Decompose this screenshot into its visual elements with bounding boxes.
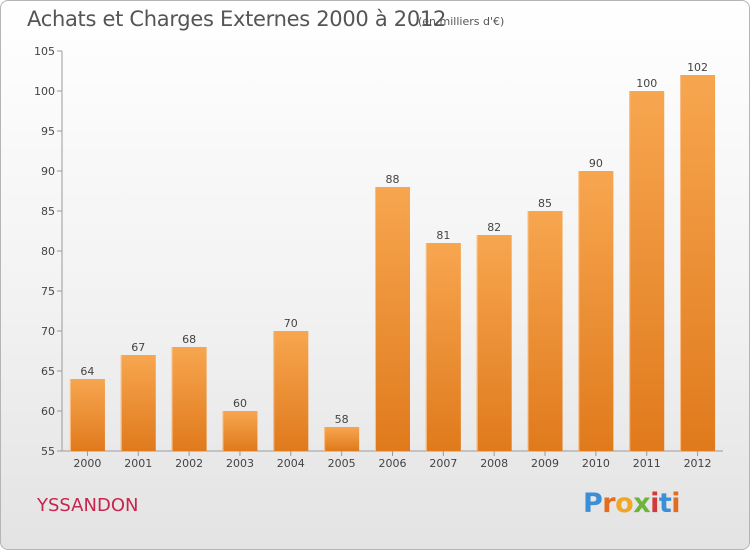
logo-letter: x (633, 488, 651, 519)
x-tick-label: 2003 (226, 457, 254, 470)
bar (680, 75, 716, 451)
y-tick-label: 65 (41, 365, 55, 378)
bar (425, 243, 461, 451)
y-tick-label: 90 (41, 165, 55, 178)
bar-value-label: 58 (335, 413, 349, 426)
x-tick-label: 2007 (429, 457, 457, 470)
bar (527, 211, 563, 451)
bar (324, 427, 360, 451)
bar-value-label: 102 (687, 61, 708, 74)
chart-subtitle: (en milliers d'€) (418, 15, 505, 28)
x-tick-label: 2002 (175, 457, 203, 470)
x-tick-label: 2009 (531, 457, 559, 470)
commune-name: YSSANDON (37, 495, 139, 516)
y-tick-label: 60 (41, 405, 55, 418)
logo-letter: i (650, 488, 659, 519)
bar-value-label: 88 (386, 173, 400, 186)
y-tick-label: 75 (41, 285, 55, 298)
x-tick-label: 2001 (124, 457, 152, 470)
y-tick-label: 95 (41, 125, 55, 138)
x-tick-label: 2010 (582, 457, 610, 470)
x-tick-label: 2004 (277, 457, 305, 470)
bar-value-label: 60 (233, 397, 247, 410)
chart-bars (69, 75, 716, 451)
bar-value-label: 68 (182, 333, 196, 346)
y-tick-label: 80 (41, 245, 55, 258)
bar-value-label: 64 (80, 365, 94, 378)
bar (629, 91, 665, 451)
y-tick-label: 55 (41, 445, 55, 458)
logo-letter: i (671, 488, 681, 519)
bar (476, 235, 512, 451)
proxiti-logo: Proxiti (583, 488, 681, 519)
bar-value-label: 67 (131, 341, 145, 354)
x-tick-label: 2000 (73, 457, 101, 470)
bar (375, 187, 410, 451)
logo-letter: P (583, 488, 603, 519)
bar (120, 355, 156, 451)
bar-value-label: 100 (636, 77, 657, 90)
bar (69, 379, 105, 451)
bar (273, 331, 309, 451)
bar (171, 347, 207, 451)
chart-title: Achats et Charges Externes 2000 à 2012 (27, 7, 447, 31)
y-tick-label: 85 (41, 205, 55, 218)
bar-value-label: 81 (436, 229, 450, 242)
logo-letter: o (615, 488, 634, 519)
y-tick-label: 70 (41, 325, 55, 338)
chart-labels: 64 2000 67 2001 68 2002 60 2003 70 2004 58 2005 88 20… (73, 61, 711, 470)
x-tick-label: 2008 (480, 457, 508, 470)
x-tick-label: 2012 (684, 457, 712, 470)
x-tick-label: 2005 (328, 457, 356, 470)
bar (578, 171, 614, 451)
bar-value-label: 90 (589, 157, 603, 170)
y-tick-label: 100 (34, 85, 55, 98)
bar (222, 411, 258, 451)
y-tick-label: 105 (34, 45, 55, 58)
logo-letter: r (602, 488, 616, 519)
x-tick-label: 2011 (633, 457, 661, 470)
bar-value-label: 85 (538, 197, 552, 210)
x-tick-label: 2006 (379, 457, 407, 470)
logo-letter: t (658, 488, 672, 519)
bar-value-label: 70 (284, 317, 298, 330)
bar-value-label: 82 (487, 221, 501, 234)
